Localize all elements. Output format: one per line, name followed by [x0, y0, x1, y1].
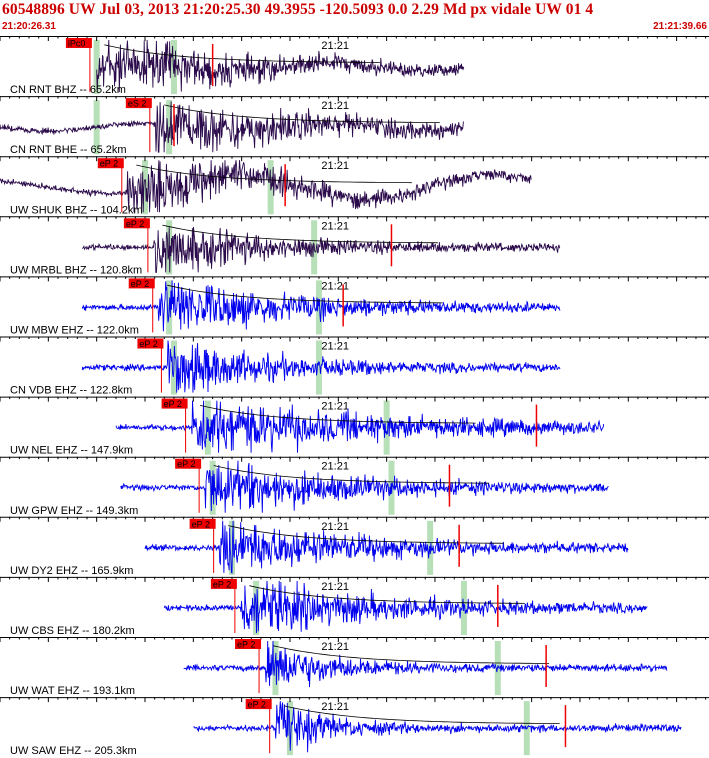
waveform-trace [115, 400, 605, 453]
analysis-window-marker [383, 400, 390, 455]
channel-label: UW NEL EHZ -- 147.9km [10, 445, 133, 457]
time-marker-label: 21:21 [321, 461, 349, 473]
pick-label-box [123, 218, 150, 229]
analysis-window-marker [315, 280, 322, 335]
pick-label: eP 2 [164, 399, 182, 409]
time-marker-label: 21:21 [321, 40, 349, 52]
waveform-trace [81, 226, 561, 273]
time-marker-label: 21:21 [321, 581, 349, 593]
analysis-window-marker [93, 40, 100, 95]
time-marker-label: 21:21 [321, 521, 349, 533]
pick-label-box [137, 338, 164, 349]
pick-label-box [235, 639, 262, 649]
time-marker-label: 21:21 [321, 401, 349, 413]
channel-label: UW GPW EHZ -- 149.3km [10, 505, 138, 517]
channel-label: UW DY2 EHZ -- 165.9km [10, 565, 133, 577]
coda-decay-curve [167, 284, 443, 304]
waveform-trace [144, 520, 629, 574]
pick-label-box [125, 98, 152, 109]
coda-decay-curve [164, 104, 440, 123]
analysis-window-marker [315, 340, 322, 395]
waveform-trace [81, 280, 561, 332]
channel-label: UW SHUK BHZ -- 104.2km [10, 204, 143, 216]
pick-label: eP 2 [100, 159, 118, 169]
pick-label-box [189, 518, 216, 529]
waveform-trace [193, 701, 682, 753]
time-marker-label: 21:21 [321, 160, 349, 172]
event-title: 60548896 UW Jul 03, 2013 21:20:25.30 49.… [2, 1, 594, 18]
pick-label: iPc0 [68, 39, 86, 49]
window-end-time: 21:21:39.66 [653, 21, 707, 32]
event-header: 60548896 UW Jul 03, 2013 21:20:25.30 49.… [0, 0, 709, 36]
time-marker-label: 21:21 [321, 701, 349, 713]
window-start-time: 21:20:26.31 [2, 21, 56, 32]
seismogram-panel: 21:21 iPc0 CN RNT BHZ -- 65.2km 21:21 eS 2 CN… [0, 36, 709, 757]
time-marker-label: 21:21 [321, 280, 349, 292]
pick-label: eP 2 [213, 579, 231, 589]
pick-label: eP 2 [192, 519, 210, 529]
pick-label: eS 2 [128, 99, 147, 109]
time-marker-label: 21:21 [321, 100, 349, 112]
pick-label: eP 2 [126, 219, 144, 229]
time-marker-label: 21:21 [321, 220, 349, 232]
pick-label-box [161, 398, 188, 409]
channel-label: UW MBW EHZ -- 122.0km [10, 325, 139, 337]
time-marker-label: 21:21 [321, 341, 349, 353]
time-marker-label: 21:21 [321, 641, 349, 653]
coda-decay-curve [200, 405, 476, 424]
channel-label: CN VDB EHZ -- 122.8km [10, 385, 132, 397]
coda-decay-curve [104, 44, 380, 63]
pick-label-box [210, 578, 237, 589]
waveform-trace [120, 460, 609, 513]
channel-label: UW SAW EHZ -- 205.3km [10, 745, 137, 757]
waveform-trace [0, 101, 464, 153]
pick-label-box [97, 158, 124, 169]
pick-label-box [175, 458, 202, 469]
waveform-trace [0, 160, 532, 213]
channel-label: UW MRBL BHZ -- 120.8km [10, 264, 142, 276]
pick-label: eP 2 [248, 700, 266, 710]
waveform-trace [96, 39, 465, 93]
coda-decay-curve [228, 525, 504, 544]
channel-label: CN RNT BHZ -- 65.2km [10, 84, 126, 96]
pick-label: eP 2 [139, 339, 157, 349]
pick-label: eP 2 [237, 640, 255, 650]
waveform-trace [163, 580, 648, 634]
coda-decay-curve [284, 705, 560, 724]
coda-decay-curve [249, 585, 525, 604]
analysis-window-marker [272, 641, 279, 696]
coda-decay-curve [136, 164, 412, 184]
analysis-window-marker [141, 160, 148, 215]
coda-decay-curve [213, 465, 490, 484]
waveform-trace [183, 640, 668, 688]
channel-label: CN RNT BHE -- 65.2km [10, 144, 127, 156]
pick-label-box [128, 278, 155, 289]
channel-label: UW CBS EHZ -- 180.2km [10, 625, 135, 637]
channel-label: UW WAT EHZ -- 193.1km [10, 685, 135, 697]
pick-label: eP 2 [131, 279, 149, 289]
pick-label: eP 2 [177, 459, 195, 469]
coda-decay-curve [273, 645, 550, 664]
pick-label-box [65, 38, 92, 48]
pick-label-box [245, 699, 272, 710]
